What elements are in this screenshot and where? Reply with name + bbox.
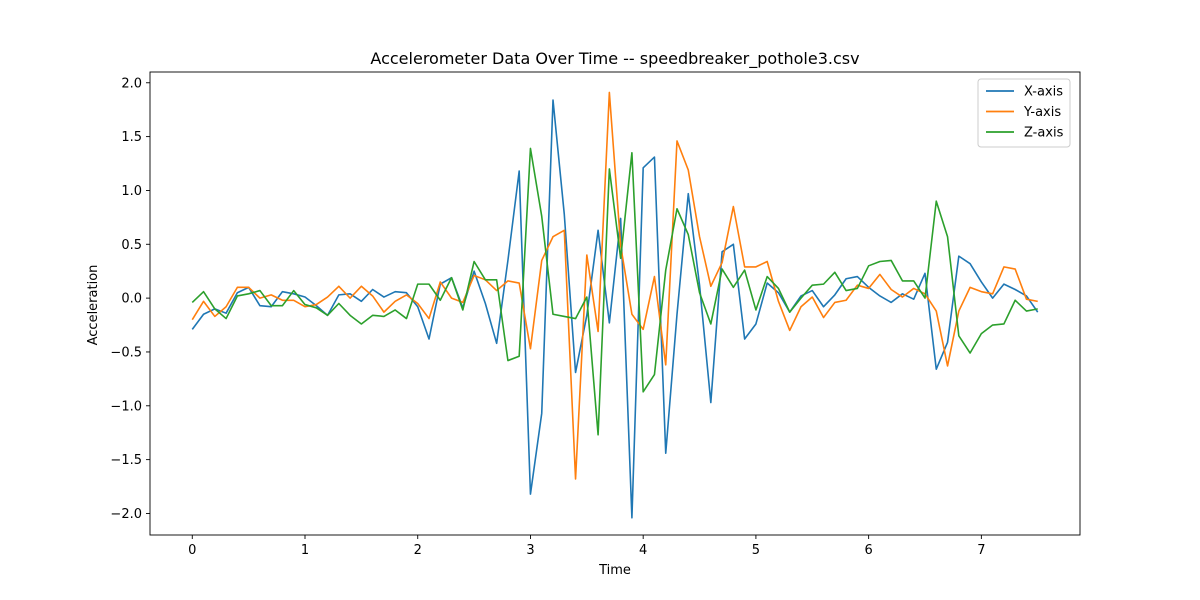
- y-tick-label: 2.0: [121, 76, 142, 91]
- y-tick-label: 0.0: [121, 292, 142, 307]
- y-axis-title: Acceleration: [86, 265, 101, 346]
- y-tick-label: −1.5: [110, 453, 142, 468]
- x-tick-label: 6: [864, 543, 872, 558]
- legend-label-x-axis: X-axis: [1024, 85, 1063, 100]
- y-tick-label: −0.5: [110, 345, 142, 360]
- plot-area: [191, 91, 1039, 519]
- legend-label-z-axis: Z-axis: [1024, 126, 1064, 141]
- x-tick-label: 1: [301, 543, 309, 558]
- axes-frame: [149, 71, 1081, 536]
- y-tick-label: −1.0: [110, 399, 142, 414]
- x-tick-label: 5: [752, 543, 760, 558]
- legend: X-axis Y-axis Z-axis: [977, 78, 1071, 148]
- chart-title: Accelerometer Data Over Time -- speedbre…: [370, 49, 859, 69]
- y-tick-label: 0.5: [121, 238, 142, 253]
- legend-label-y-axis: Y-axis: [1023, 105, 1061, 120]
- x-tick-label: 0: [188, 543, 196, 558]
- series-line-y-axis: [191, 91, 1038, 480]
- y-tick-label: 1.0: [121, 184, 142, 199]
- x-tick-label: 4: [639, 543, 647, 558]
- series-line-x-axis: [191, 99, 1039, 519]
- axes: 0 1 2 3 4 5 6 7 −2.0 −1.5 −1.0 −0.5 0.0 0.5 1.0 1.5 2.0: [110, 71, 1081, 558]
- x-axis-title: Time: [598, 563, 631, 578]
- x-tick-label: 7: [977, 543, 985, 558]
- legend-box: [977, 78, 1071, 148]
- x-tick-label: 2: [414, 543, 422, 558]
- x-tick-label: 3: [526, 543, 534, 558]
- series-line-z-axis: [191, 147, 1038, 436]
- y-tick-label: −2.0: [110, 507, 142, 522]
- y-tick-label: 1.5: [121, 130, 142, 145]
